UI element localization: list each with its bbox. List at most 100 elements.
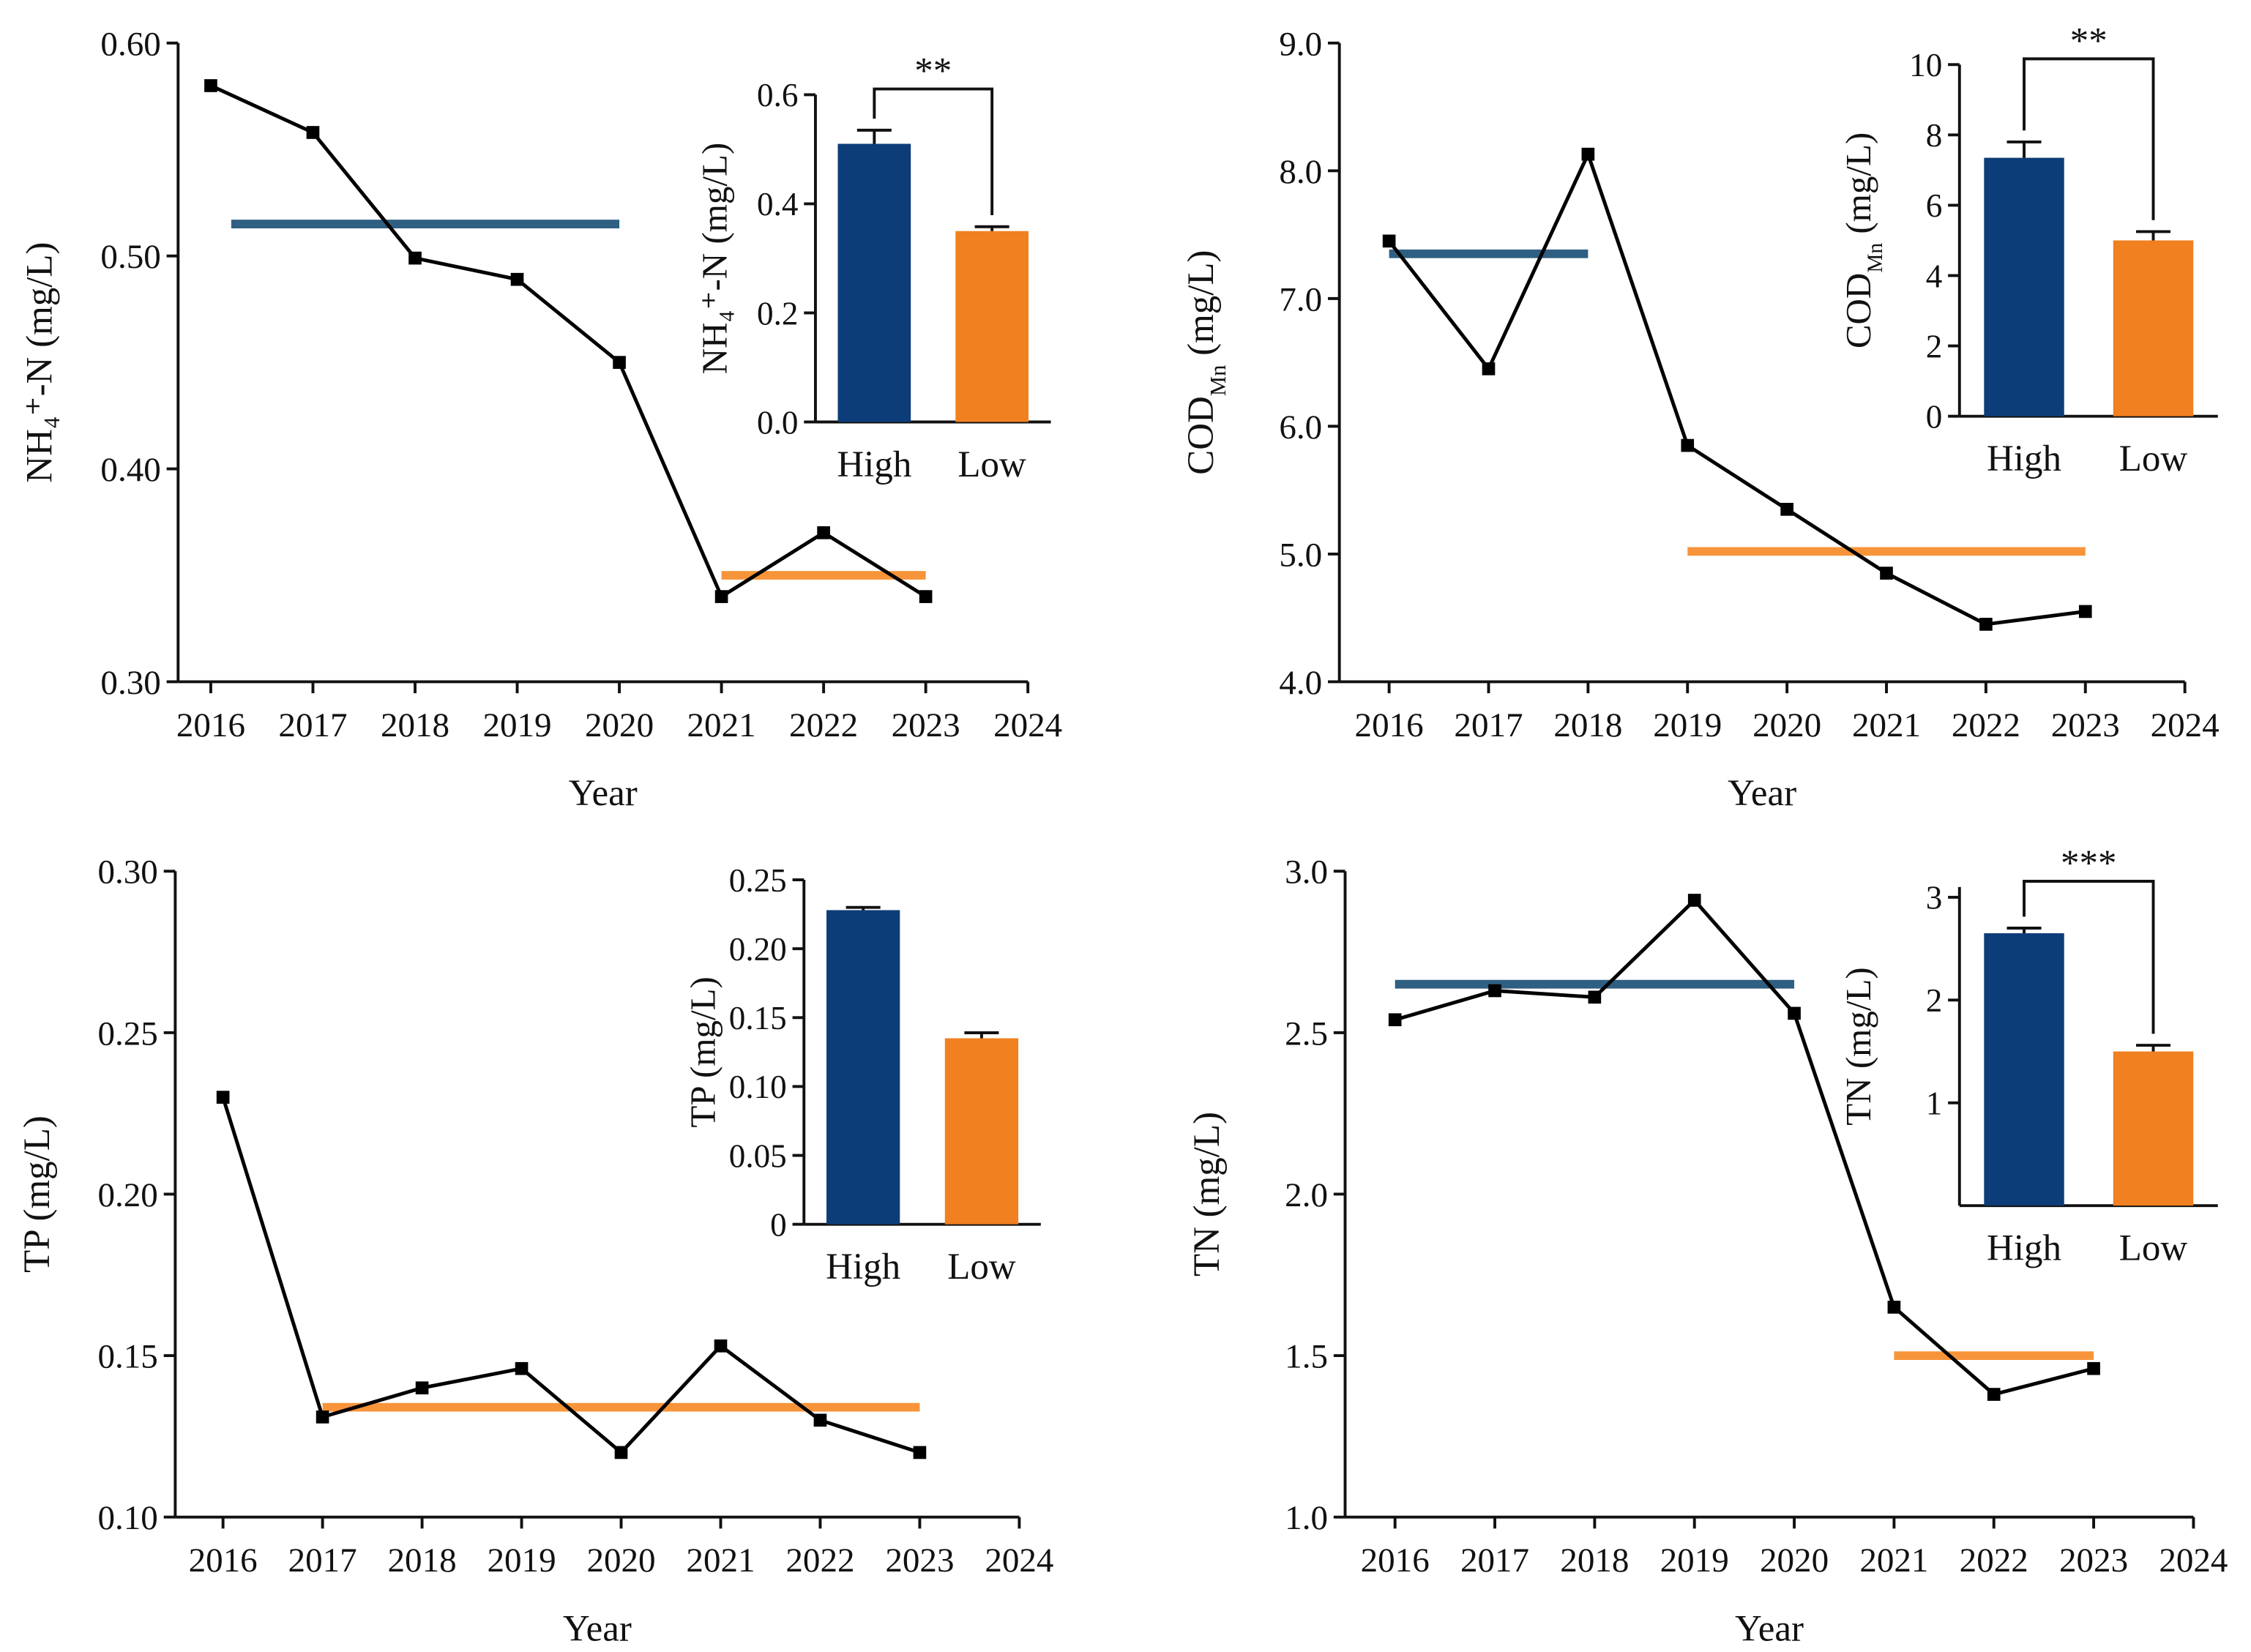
y-axis-label: TP (mg/L) [683, 976, 723, 1127]
y-tick-label: 5.0 [1279, 536, 1322, 574]
y-tick-label: 2 [1926, 982, 1943, 1019]
y-axis-label: CODMn (mg/L) [1181, 250, 1231, 475]
y-tick-label: 0.15 [98, 1338, 158, 1376]
y-axis-label-part: NH₄⁺-N (mg/L) [694, 143, 734, 375]
bar [1984, 933, 2064, 1206]
y-axis-label: NH₄⁺-N (mg/L) [20, 242, 61, 483]
data-line [221, 1096, 921, 1455]
data-point [515, 1361, 529, 1375]
y-tick-label: 4.0 [1279, 664, 1322, 702]
bar [826, 910, 900, 1225]
y-tick-label: 2 [1926, 328, 1943, 365]
y-axis-label-part: COD [1838, 273, 1878, 348]
x-axis-label: Year [569, 773, 638, 814]
y-axis-label-part: Mn [1864, 243, 1887, 273]
y-tick-label: 3 [1926, 880, 1943, 916]
data-point [1681, 438, 1695, 452]
x-tick-label: 2021 [686, 1541, 755, 1580]
data-point [306, 126, 320, 139]
significance-label: ** [914, 51, 952, 92]
y-axis-label: TN (mg/L) [1187, 1112, 1228, 1277]
data-point [1880, 567, 1893, 580]
bar [2113, 240, 2194, 416]
data-point [1979, 618, 1993, 631]
x-tick-label: 2019 [1660, 1541, 1729, 1580]
data-point [316, 1410, 329, 1424]
data-point [714, 1339, 728, 1353]
x-tick-label: 2017 [278, 706, 347, 744]
x-tick-label: 2023 [2059, 1541, 2128, 1580]
x-tick-label: 2017 [1460, 1541, 1529, 1580]
significance-label: ** [2070, 21, 2108, 62]
y-tick-label: 0 [770, 1206, 787, 1243]
y-tick-label: 0 [1926, 398, 1943, 435]
x-tick-label: 2022 [789, 706, 858, 744]
x-tick-label: 2017 [1454, 706, 1523, 744]
y-tick-label: 0.40 [100, 451, 160, 489]
y-axis-label: NH₄⁺-N (mg/L) [694, 143, 734, 375]
y-tick-label: 4 [1926, 258, 1943, 294]
data-point [1780, 503, 1793, 516]
data-point [813, 1413, 827, 1427]
y-tick-label: 0.2 [757, 295, 798, 332]
y-tick-label: 3.0 [1285, 853, 1328, 892]
y-tick-label: 0.20 [98, 1176, 158, 1214]
bar [944, 1038, 1019, 1225]
x-tick-label: 2020 [1760, 1541, 1829, 1580]
x-tick-label: 2018 [1560, 1541, 1629, 1580]
y-tick-label: 0.30 [98, 853, 158, 892]
x-axis-label: Year [1728, 773, 1796, 814]
x-tick-label: 2021 [1859, 1541, 1928, 1580]
bar [1984, 157, 2064, 416]
x-tick-label: 2016 [1355, 706, 1424, 744]
data-line [1387, 149, 2086, 627]
x-tick-label: High [1987, 1228, 2061, 1269]
x-tick-label: 2018 [381, 706, 449, 744]
x-tick-label: 2023 [885, 1541, 954, 1580]
data-point [1581, 147, 1595, 161]
y-axis-label: TP (mg/L) [17, 1115, 58, 1273]
y-tick-label: 2.5 [1285, 1014, 1328, 1053]
bar [955, 231, 1029, 422]
x-tick-label: 2017 [288, 1541, 357, 1580]
y-tick-label: 1 [1926, 1085, 1943, 1122]
data-point [919, 590, 933, 603]
data-point [1482, 362, 1496, 375]
y-tick-label: 0.25 [98, 1014, 158, 1053]
x-tick-label: 2021 [1852, 706, 1921, 744]
y-tick-label: 0.0 [757, 404, 798, 441]
x-tick-label: 2020 [585, 706, 654, 744]
x-tick-label: Low [957, 444, 1026, 485]
x-tick-label: 2019 [488, 1541, 556, 1580]
y-axis-label: TN (mg/L) [1838, 967, 1878, 1125]
data-point [216, 1091, 230, 1104]
y-tick-label: 0.15 [729, 1000, 787, 1036]
x-tick-label: High [1987, 438, 2061, 479]
data-point [613, 356, 626, 369]
bar [837, 143, 911, 422]
x-tick-label: 2022 [785, 1541, 854, 1580]
y-axis-label-part: (mg/L) [1838, 132, 1878, 243]
y-tick-label: 9.0 [1279, 25, 1322, 63]
y-tick-label: 0.25 [729, 862, 787, 899]
x-tick-label: Low [947, 1247, 1016, 1287]
data-point [1588, 990, 1602, 1004]
x-tick-label: 2019 [1653, 706, 1722, 744]
x-tick-label: High [837, 444, 911, 485]
data-point [408, 251, 422, 265]
data-point [204, 79, 217, 92]
x-tick-label: 2018 [388, 1541, 457, 1580]
data-point [614, 1446, 628, 1459]
data-point [2087, 1361, 2100, 1375]
significance-bracket [873, 87, 994, 216]
significance-bracket [2023, 57, 2155, 220]
y-tick-label: 0.50 [100, 238, 160, 276]
data-point [1687, 894, 1701, 907]
bar [2113, 1051, 2194, 1206]
data-point [1887, 1301, 1901, 1314]
y-axis-label-part: TP (mg/L) [17, 1115, 58, 1273]
y-axis-label-part: TP (mg/L) [683, 976, 723, 1127]
x-tick-label: High [826, 1247, 900, 1287]
